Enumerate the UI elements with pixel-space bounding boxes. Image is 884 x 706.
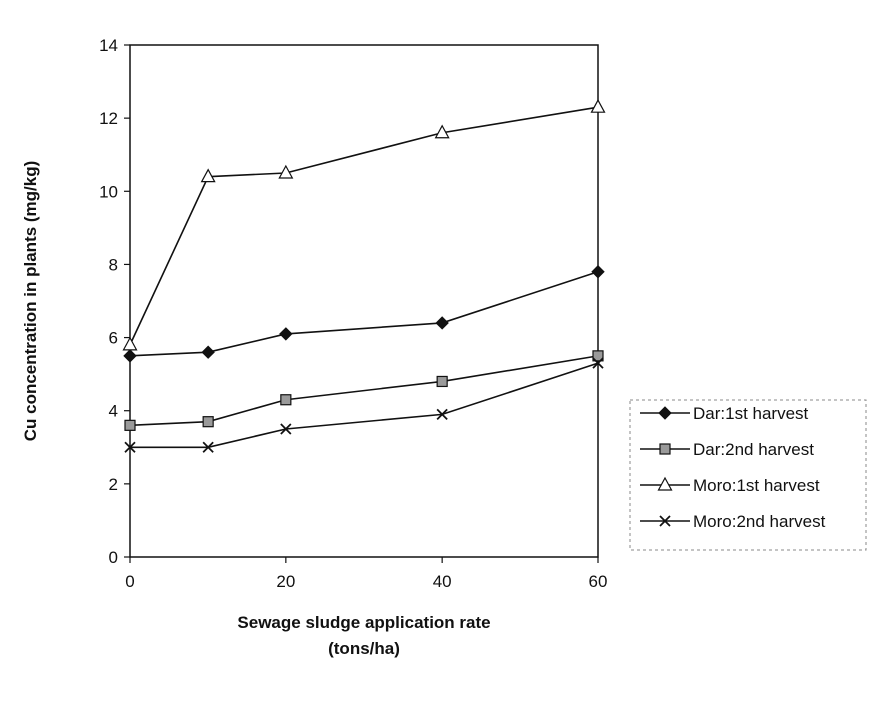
x-tick-label: 0 xyxy=(125,572,134,591)
data-point-series-3 xyxy=(278,164,294,179)
data-point-series-1 xyxy=(591,265,605,279)
y-tick-label: 14 xyxy=(99,36,118,55)
legend-marker xyxy=(659,515,671,527)
x-tick-label: 60 xyxy=(589,572,608,591)
legend-marker xyxy=(657,476,673,491)
data-point-series-1 xyxy=(435,316,449,330)
data-point-series-3 xyxy=(200,168,216,183)
data-point-series-4 xyxy=(592,357,604,369)
legend-label: Moro:2nd harvest xyxy=(693,512,826,531)
data-point-series-1 xyxy=(279,327,293,341)
data-point-series-4 xyxy=(436,408,448,421)
data-point-series-2 xyxy=(280,394,292,406)
x-axis-ticks: 0 20 40 60 xyxy=(125,557,607,591)
data-point-series-4 xyxy=(280,423,292,435)
data-point-series-2 xyxy=(592,350,604,362)
data-point-series-4 xyxy=(202,441,214,453)
data-point-series-2 xyxy=(202,416,214,428)
data-point-series-3 xyxy=(590,98,606,113)
x-axis-title-line2: (tons/ha) xyxy=(328,639,400,658)
legend-marker xyxy=(659,443,671,455)
y-tick-label: 10 xyxy=(99,182,118,201)
y-tick-label: 6 xyxy=(109,329,118,348)
data-point-series-2 xyxy=(436,375,448,388)
y-tick-label: 0 xyxy=(109,548,118,567)
x-tick-label: 20 xyxy=(276,572,295,591)
y-tick-label: 8 xyxy=(109,255,118,274)
legend-label: Moro:1st harvest xyxy=(693,476,820,495)
data-point-series-4 xyxy=(124,441,136,453)
legend-label: Dar:1st harvest xyxy=(693,404,809,423)
x-axis-title-line1: Sewage sludge application rate xyxy=(237,613,490,632)
legend-marker xyxy=(658,406,672,420)
legend-label: Dar:2nd harvest xyxy=(693,440,814,459)
series-markers xyxy=(122,98,606,453)
plot-area xyxy=(129,44,599,558)
y-tick-label: 2 xyxy=(109,475,118,494)
data-point-series-2 xyxy=(124,419,136,431)
y-tick-label: 4 xyxy=(109,402,118,421)
y-tick-label: 12 xyxy=(99,109,118,128)
y-axis-title: Cu concentration in plants (mg/kg) xyxy=(21,161,40,442)
data-point-series-3 xyxy=(434,124,450,139)
data-point-series-1 xyxy=(123,349,137,363)
data-point-series-3 xyxy=(122,336,138,351)
x-tick-label: 40 xyxy=(433,572,452,591)
legend: Dar:1st harvest Dar:2nd harvest Moro:1st h… xyxy=(629,399,867,551)
y-axis-ticks: 0 2 4 6 8 10 12 14 xyxy=(99,36,130,567)
data-point-series-1 xyxy=(201,345,215,359)
